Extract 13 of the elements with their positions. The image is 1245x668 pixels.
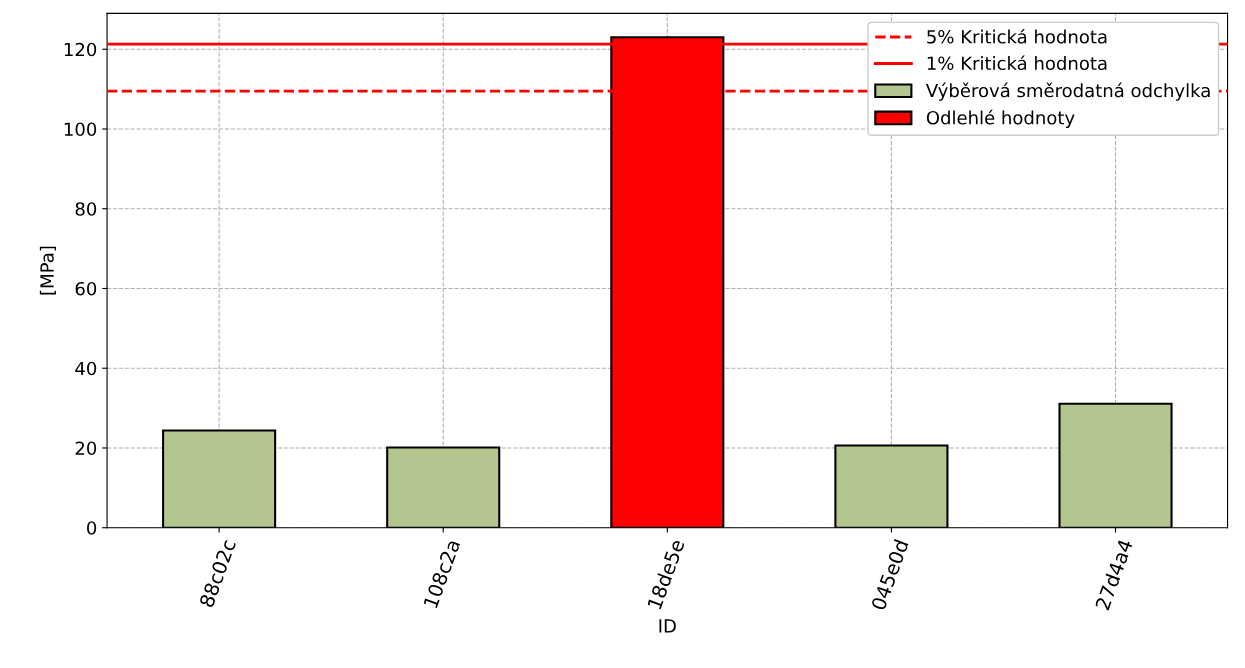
y-tick-label: 120 <box>64 42 97 57</box>
legend-label: Výběrová směrodatná odchylka <box>925 82 1210 101</box>
y-axis-title: [MPa] <box>39 246 56 295</box>
legend-label: 5% Kritická hodnota <box>927 28 1107 44</box>
y-tick-label: 60 <box>75 281 97 296</box>
legend-label: Odlehlé hodnoty <box>926 109 1075 129</box>
y-tick-label: 0 <box>87 521 97 535</box>
y-tick-label: 20 <box>75 441 97 456</box>
y-tick-label: 40 <box>75 361 97 376</box>
x-axis-title: ID <box>659 619 676 633</box>
legend-label: 1% Kritická hodnota <box>927 55 1107 71</box>
y-tick-label: 80 <box>75 202 97 216</box>
y-tick-label: 100 <box>64 122 97 137</box>
